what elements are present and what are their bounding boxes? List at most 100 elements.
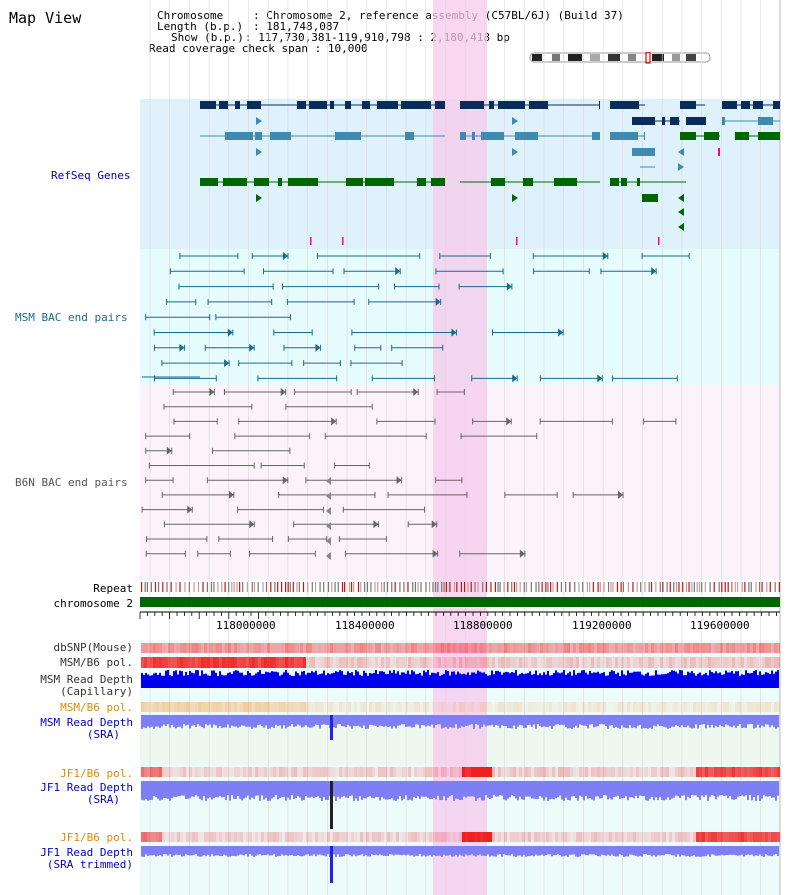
gene-exon <box>346 178 363 186</box>
depth-bar <box>621 846 623 856</box>
heat-cell <box>327 702 330 712</box>
heat-cell <box>447 702 450 712</box>
depth-bar <box>347 671 349 688</box>
heat-cell <box>369 657 372 668</box>
depth-bar <box>421 675 423 688</box>
depth-bar <box>215 846 217 856</box>
highlight-region[interactable] <box>433 0 487 895</box>
heat-cell <box>273 702 276 712</box>
depth-bar <box>569 715 571 729</box>
depth-bar <box>173 781 175 797</box>
depth-bar <box>167 781 169 799</box>
heat-cell <box>327 657 330 668</box>
heat-cell <box>522 702 525 712</box>
depth-bar <box>621 670 623 688</box>
depth-bar <box>611 715 613 726</box>
heat-cell <box>774 832 777 842</box>
depth-bar <box>757 675 759 688</box>
depth-bar <box>765 672 767 688</box>
depth-bar <box>675 781 677 796</box>
depth-bar <box>163 675 165 688</box>
depth-bar <box>495 781 497 797</box>
repeat-mark <box>280 582 283 592</box>
repeat-mark <box>154 582 157 592</box>
depth-bar <box>307 846 309 855</box>
heat-cell <box>609 767 612 777</box>
heat-cell <box>204 767 207 777</box>
depth-bar <box>357 781 359 801</box>
heat-cell <box>357 643 360 653</box>
depth-bar <box>581 670 583 688</box>
heat-cell <box>375 657 378 668</box>
heat-cell <box>354 657 357 668</box>
depth-bar <box>611 781 613 800</box>
heat-cell <box>648 832 651 842</box>
depth-bar <box>761 846 763 857</box>
heat-cell <box>195 702 198 712</box>
depth-bar <box>617 846 619 857</box>
chromosome-ideogram[interactable] <box>528 52 714 64</box>
depth-bar <box>289 674 291 688</box>
heat-cell <box>159 702 162 712</box>
heat-cell <box>558 702 561 712</box>
repeat-mark <box>678 582 680 592</box>
heat-cell <box>207 832 210 842</box>
depth-bar <box>489 715 491 726</box>
heat-cell <box>309 767 312 777</box>
heat-cell <box>645 702 648 712</box>
repeat-mark <box>175 582 177 592</box>
depth-bar <box>265 846 267 856</box>
depth-bar <box>405 781 407 796</box>
ideogram-band <box>686 54 696 61</box>
depth-bar <box>537 715 539 725</box>
heat-cell <box>534 832 537 842</box>
depth-bar <box>613 781 615 797</box>
heat-cell <box>207 767 210 777</box>
depth-bar <box>487 846 489 855</box>
heat-cell <box>198 832 201 842</box>
depth-bar <box>655 781 657 798</box>
heat-cell <box>153 643 156 653</box>
depth-bar <box>349 846 351 856</box>
heat-cell <box>678 832 681 842</box>
heat-cell <box>174 657 177 668</box>
depth-bar <box>669 672 671 688</box>
gene-exon <box>491 178 505 186</box>
heat-cell <box>681 643 684 653</box>
depth-bar <box>539 781 541 797</box>
heat-cell <box>477 657 480 668</box>
depth-bar <box>505 781 507 801</box>
depth-bar <box>485 781 487 796</box>
heat-cell <box>453 702 456 712</box>
heat-cell <box>720 657 723 668</box>
depth-bar <box>381 846 383 856</box>
depth-bar <box>645 781 647 801</box>
heat-cell <box>300 657 303 668</box>
heat-cell <box>345 643 348 653</box>
depth-bar <box>601 846 603 855</box>
heat-cell <box>414 702 417 712</box>
depth-bar <box>587 674 589 688</box>
heat-cell <box>357 832 360 842</box>
depth-bar <box>651 781 653 797</box>
depth-bar <box>693 673 695 688</box>
gene-exon <box>200 178 218 186</box>
depth-bar <box>361 781 363 800</box>
depth-bar <box>573 670 575 688</box>
heat-cell <box>528 643 531 653</box>
heat-cell <box>252 657 255 668</box>
depth-bar <box>243 675 245 688</box>
heat-cell <box>537 657 540 668</box>
depth-bar <box>345 781 347 798</box>
depth-bar <box>243 781 245 799</box>
depth-bar <box>701 675 703 688</box>
depth-bar <box>389 715 391 727</box>
depth-bar <box>637 671 639 688</box>
heat-cell <box>276 643 279 653</box>
depth-bar <box>145 672 147 688</box>
depth-bar <box>667 715 669 729</box>
depth-bar <box>383 671 385 688</box>
repeat-mark <box>569 582 571 592</box>
depth-bar <box>303 781 305 801</box>
gene-exon <box>200 101 216 109</box>
